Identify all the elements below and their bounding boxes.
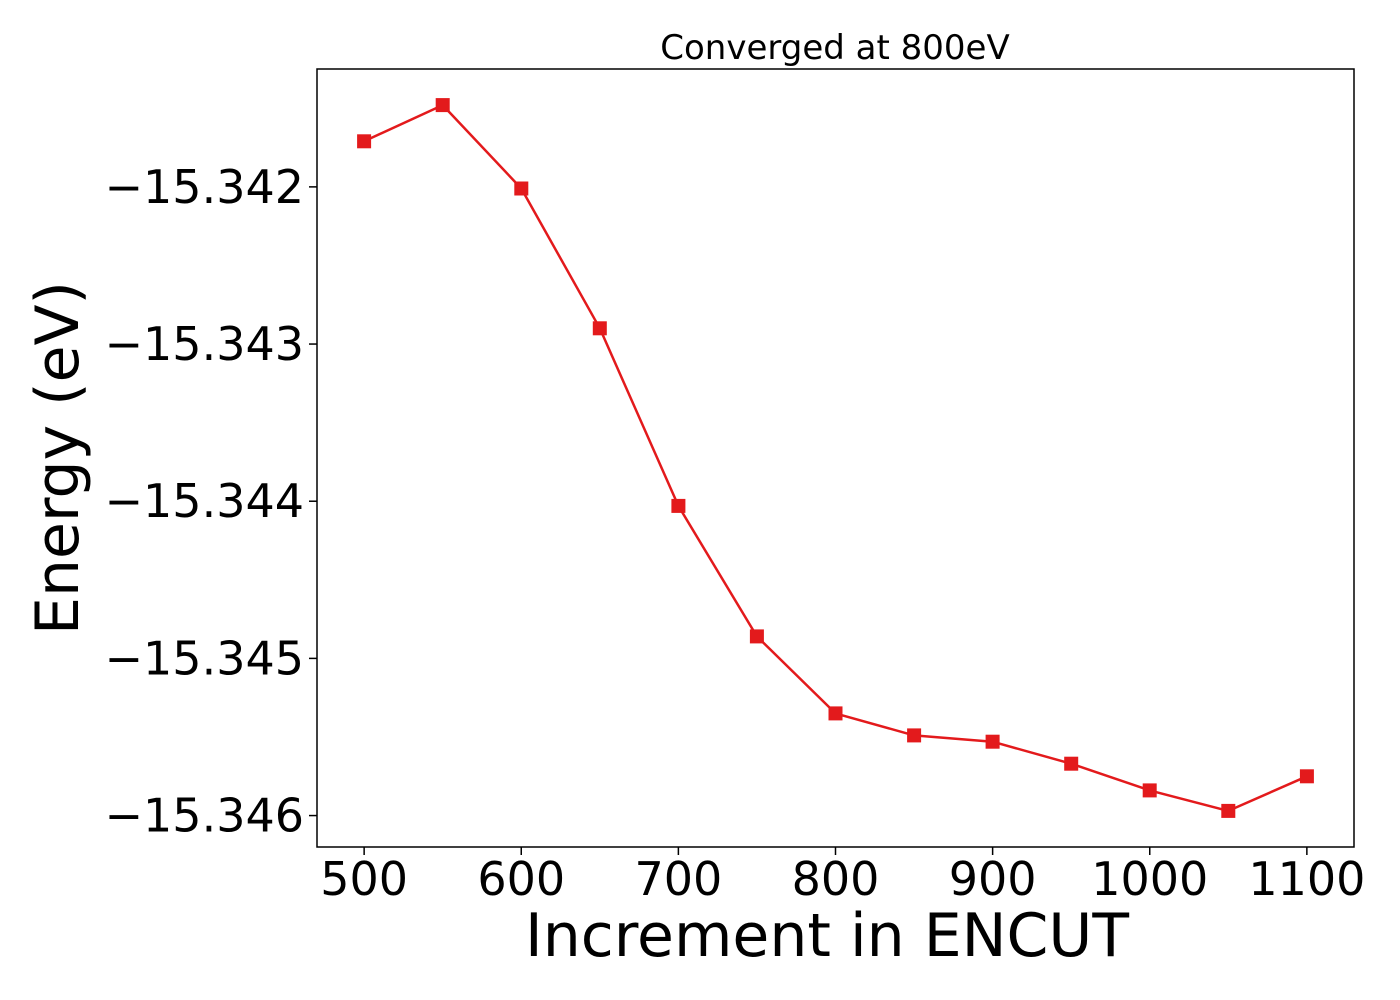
data-point-marker	[749, 629, 764, 644]
data-point-marker	[514, 181, 529, 196]
data-point-marker	[592, 321, 607, 336]
x-axis-label: Increment in ENCUT	[525, 901, 1129, 971]
chart-title: Converged at 800eV	[660, 28, 1009, 68]
x-tick-label: 1100	[1248, 852, 1365, 906]
y-tick-label: −15.344	[105, 474, 305, 528]
y-axis: −15.342 −15.343 −15.344 −15.345 −15.346	[105, 160, 317, 843]
x-tick-label: 1000	[1091, 852, 1208, 906]
data-point-marker	[1221, 803, 1236, 818]
data-point-marker	[1064, 756, 1079, 771]
data-point-marker	[907, 728, 922, 743]
x-tick-label: 600	[477, 852, 565, 906]
data-point-marker	[357, 134, 372, 149]
y-axis-label: Energy (eV)	[23, 281, 93, 635]
x-tick-label: 700	[634, 852, 722, 906]
y-tick-label: −15.343	[105, 317, 305, 371]
data-point-marker	[985, 734, 1000, 749]
x-tick-label: 900	[949, 852, 1037, 906]
data-point-marker	[1299, 769, 1314, 784]
data-point-marker	[435, 98, 450, 113]
data-point-marker	[1142, 783, 1157, 798]
plot-area	[357, 98, 1314, 818]
y-tick-label: −15.342	[105, 160, 305, 214]
x-tick-label: 800	[792, 852, 880, 906]
x-axis: 500 600 700 800 900 1000 1100	[320, 847, 1365, 906]
data-point-marker	[671, 498, 686, 513]
data-point-marker	[828, 706, 843, 721]
y-tick-label: −15.346	[105, 789, 305, 843]
x-tick-label: 500	[320, 852, 408, 906]
y-tick-label: −15.345	[105, 631, 305, 685]
